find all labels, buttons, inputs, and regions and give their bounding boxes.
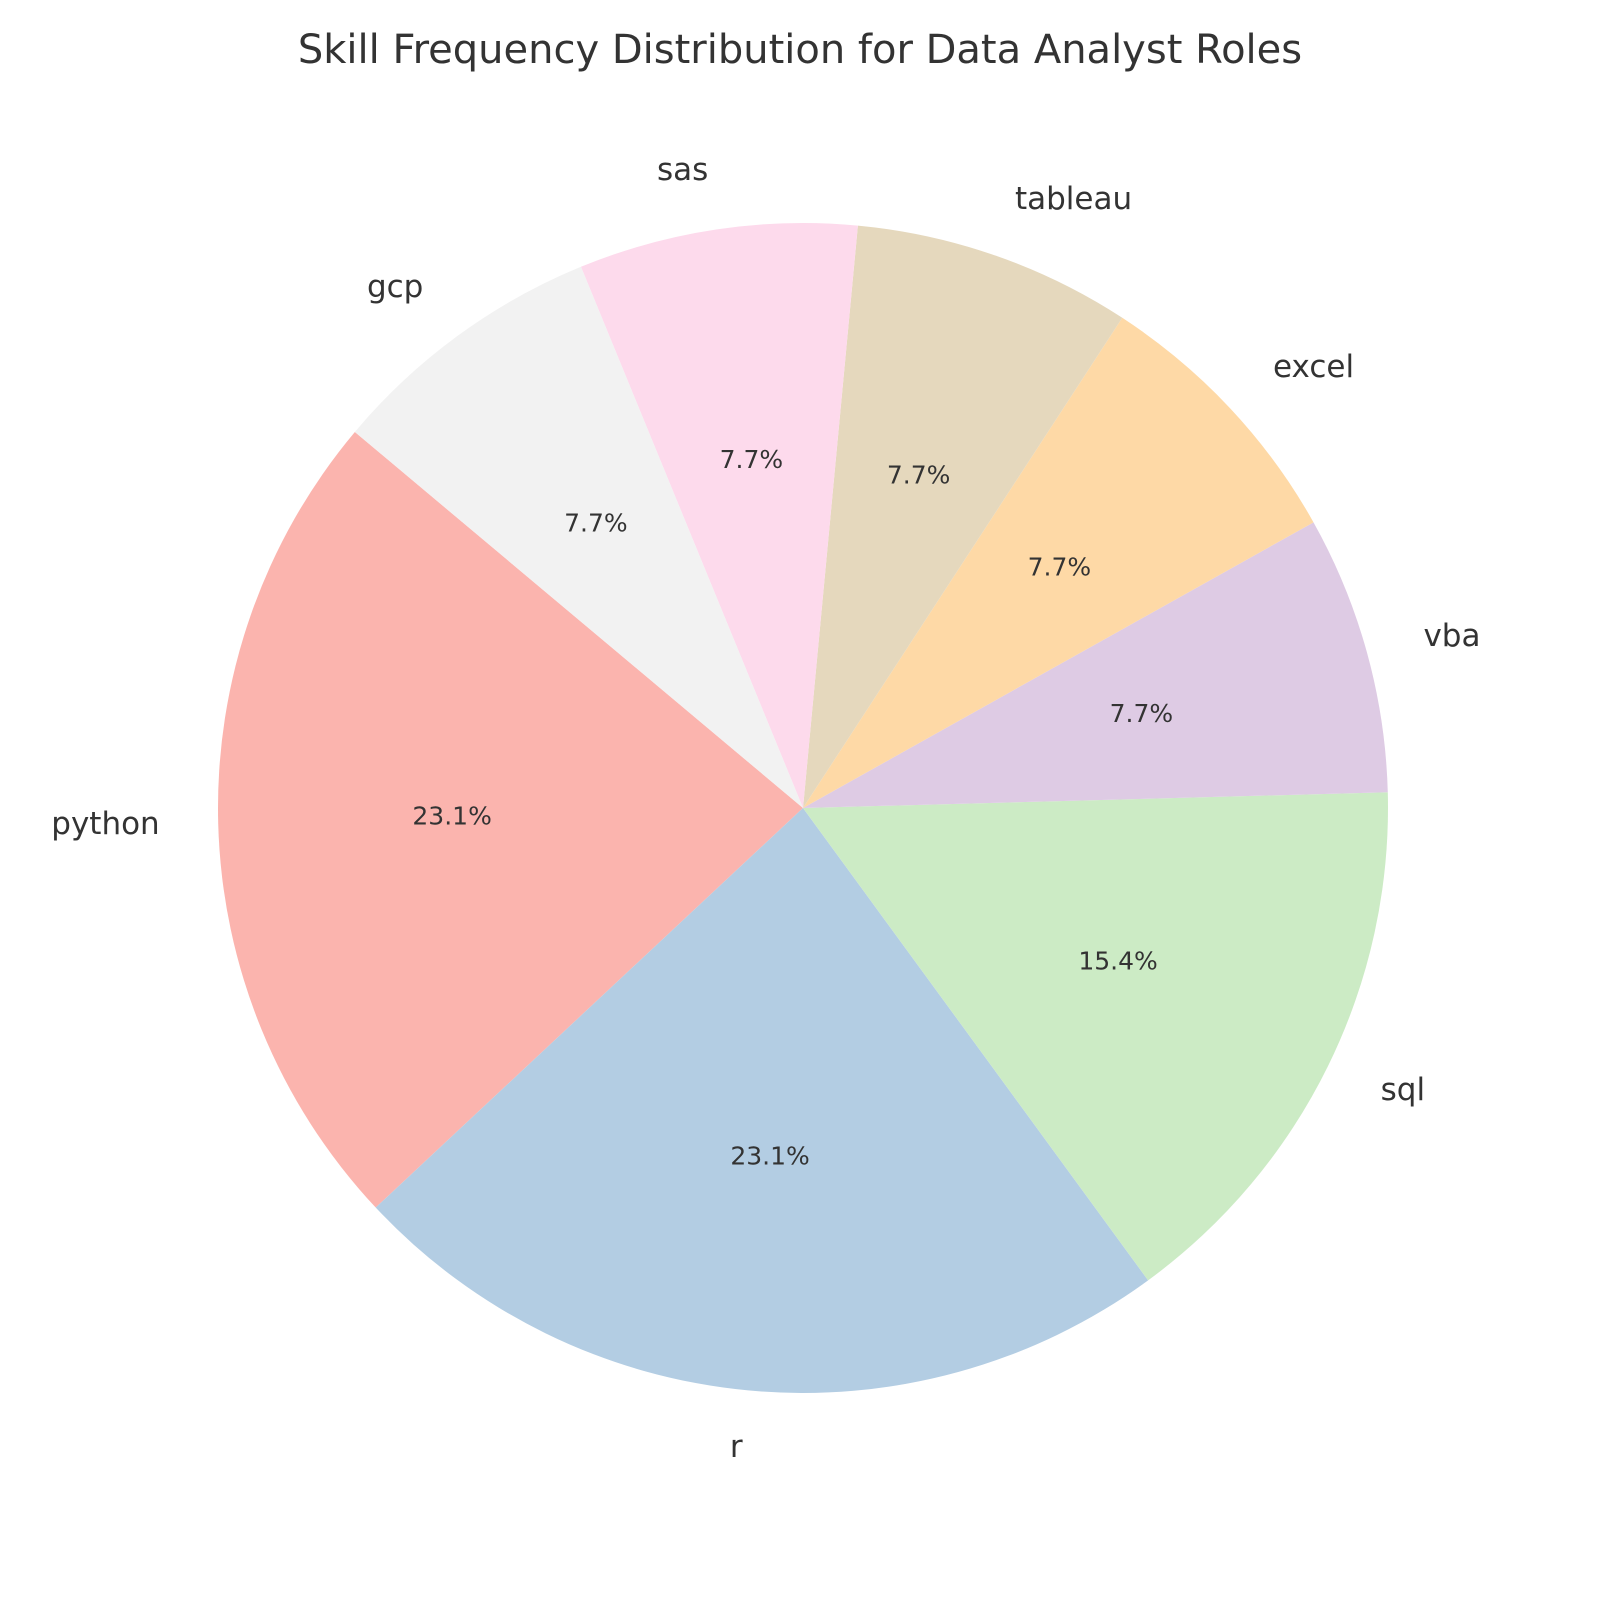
slice-label-excel: excel [1273, 349, 1354, 385]
slice-percent-tableau: 7.7% [887, 461, 951, 490]
slice-label-sql: sql [1381, 1072, 1425, 1108]
slice-label-gcp: gcp [367, 269, 423, 305]
slice-percent-excel: 7.7% [1028, 552, 1092, 581]
slice-percent-gcp: 7.7% [564, 509, 628, 538]
pie-slice-tableau [803, 225, 1123, 808]
slice-percent-sql: 15.4% [1078, 947, 1157, 976]
slice-label-tableau: tableau [1015, 181, 1132, 217]
pie-slice-python [218, 431, 803, 1208]
pie-slice-r [375, 808, 1149, 1393]
pie-slice-gcp [354, 266, 803, 809]
pie-slices [218, 223, 1389, 1393]
slice-percent-vba: 7.7% [1110, 699, 1174, 728]
pie-slice-excel [803, 317, 1314, 808]
slice-percent-r: 23.1% [730, 1141, 809, 1170]
pie-labels: python 23.1% r 23.1% sql 15.4% vba 7.7% excel 7.7… [51, 152, 1480, 1465]
slice-label-vba: vba [1423, 618, 1480, 654]
chart-title: Skill Frequency Distribution for Data An… [298, 27, 1302, 73]
pie-slice-vba [803, 522, 1388, 808]
slice-percent-sas: 7.7% [720, 445, 784, 474]
slice-label-python: python [51, 806, 159, 842]
slice-label-r: r [730, 1429, 743, 1465]
pie-slice-sql [803, 792, 1389, 1281]
pie-slice-sas [580, 223, 858, 809]
slice-percent-python: 23.1% [412, 801, 491, 830]
slice-label-sas: sas [657, 152, 708, 188]
